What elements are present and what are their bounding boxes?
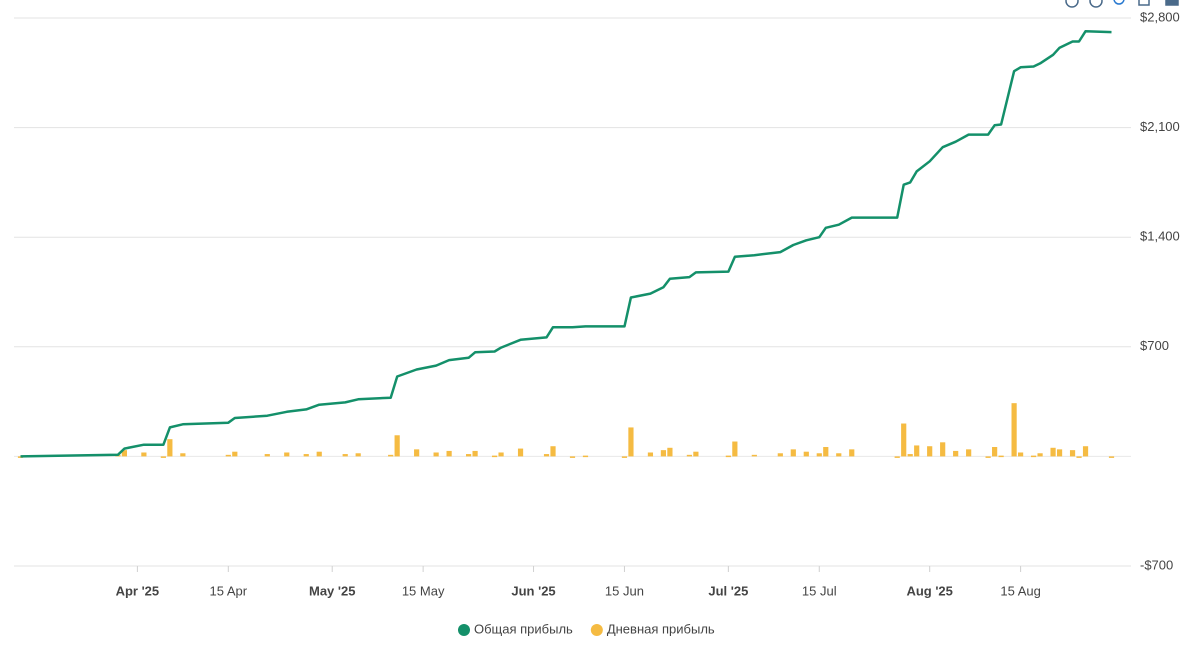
- bar: [569, 456, 576, 458]
- bar: [732, 441, 738, 457]
- bar: [446, 450, 452, 457]
- bar: [667, 447, 673, 457]
- bar: [660, 450, 667, 457]
- legend: Общая прибыль Дневная прибыль: [458, 621, 715, 636]
- bar: [1050, 447, 1056, 457]
- x-tick-label: Apr '25: [116, 583, 160, 598]
- bar: [894, 456, 900, 458]
- bar: [1108, 456, 1115, 458]
- bar: [355, 453, 361, 457]
- bar: [180, 453, 186, 457]
- bar-series: [17, 403, 1115, 458]
- bar: [141, 452, 147, 457]
- bar: [582, 455, 589, 458]
- bar: [998, 455, 1004, 458]
- bar: [160, 456, 166, 458]
- bar: [751, 454, 757, 457]
- y-tick-label: $1,400: [1140, 229, 1180, 244]
- bar: [1056, 449, 1063, 457]
- bar: [284, 452, 290, 457]
- x-tick-label: Aug '25: [906, 583, 952, 598]
- bar: [1082, 446, 1089, 457]
- bar: [1011, 403, 1017, 457]
- legend-label: Общая прибыль: [474, 621, 573, 636]
- bar: [1076, 456, 1082, 458]
- bar: [790, 449, 796, 457]
- bar: [264, 454, 270, 457]
- bar: [693, 451, 699, 457]
- bar: [777, 453, 783, 457]
- bar: [914, 445, 920, 457]
- bar: [121, 450, 127, 457]
- bar: [1030, 455, 1037, 458]
- bar: [686, 454, 692, 457]
- y-tick-label: -$700: [1140, 557, 1173, 572]
- bar: [167, 439, 173, 457]
- bar: [491, 455, 498, 458]
- x-tick-label: Jun '25: [511, 583, 555, 598]
- bar: [1037, 453, 1043, 457]
- legend-marker: [590, 624, 603, 636]
- x-tick-label: 15 Jul: [802, 583, 837, 598]
- bar: [433, 452, 439, 457]
- zoom-button[interactable]: [1113, 0, 1125, 5]
- bar: [342, 454, 348, 457]
- x-tick-label: 15 Apr: [210, 583, 248, 598]
- bar: [628, 427, 634, 457]
- bar: [849, 449, 855, 457]
- bar: [472, 450, 478, 457]
- y-tick-label: $2,100: [1140, 119, 1180, 134]
- bar: [647, 452, 654, 457]
- toolbar: [1065, 0, 1179, 8]
- bar: [927, 446, 933, 457]
- bar: [836, 453, 842, 457]
- zoom-in-button[interactable]: [1065, 0, 1079, 8]
- bar: [953, 450, 959, 457]
- x-tick-label: 15 May: [402, 583, 445, 598]
- x-tick-label: 15 Aug: [1000, 583, 1041, 598]
- bar: [498, 452, 504, 457]
- bar: [465, 454, 472, 457]
- bar: [232, 451, 238, 457]
- bar: [823, 447, 829, 457]
- x-tick-label: May '25: [309, 583, 355, 598]
- bar: [414, 449, 420, 457]
- x-tick-label: 15 Jun: [605, 583, 644, 598]
- bar: [17, 456, 24, 458]
- bar: [901, 423, 907, 457]
- x-tick-label: Jul '25: [708, 583, 748, 598]
- pan-button[interactable]: [1138, 0, 1150, 6]
- bar: [225, 454, 231, 457]
- bar: [992, 447, 998, 457]
- legend-label: Дневная прибыль: [607, 621, 715, 636]
- bar: [303, 454, 309, 457]
- bar: [621, 456, 628, 458]
- bar: [388, 454, 394, 457]
- reset-button[interactable]: [1165, 0, 1179, 6]
- zoom-out-button[interactable]: [1089, 0, 1103, 8]
- bar: [985, 456, 991, 458]
- bar: [725, 455, 731, 458]
- bar: [316, 451, 322, 457]
- bar: [1018, 452, 1024, 457]
- bar: [394, 435, 400, 457]
- line: [20, 30, 1112, 458]
- bar: [517, 448, 524, 457]
- bar: [940, 442, 946, 457]
- bar: [816, 453, 822, 457]
- bar: [803, 451, 809, 457]
- y-tick-label: $2,800: [1140, 9, 1180, 24]
- y-tick-label: $700: [1140, 338, 1169, 353]
- legend-marker: [458, 624, 470, 636]
- bar: [907, 454, 913, 457]
- bar: [966, 449, 972, 457]
- bar: [543, 454, 550, 457]
- bar: [1069, 450, 1076, 457]
- bar: [550, 446, 556, 457]
